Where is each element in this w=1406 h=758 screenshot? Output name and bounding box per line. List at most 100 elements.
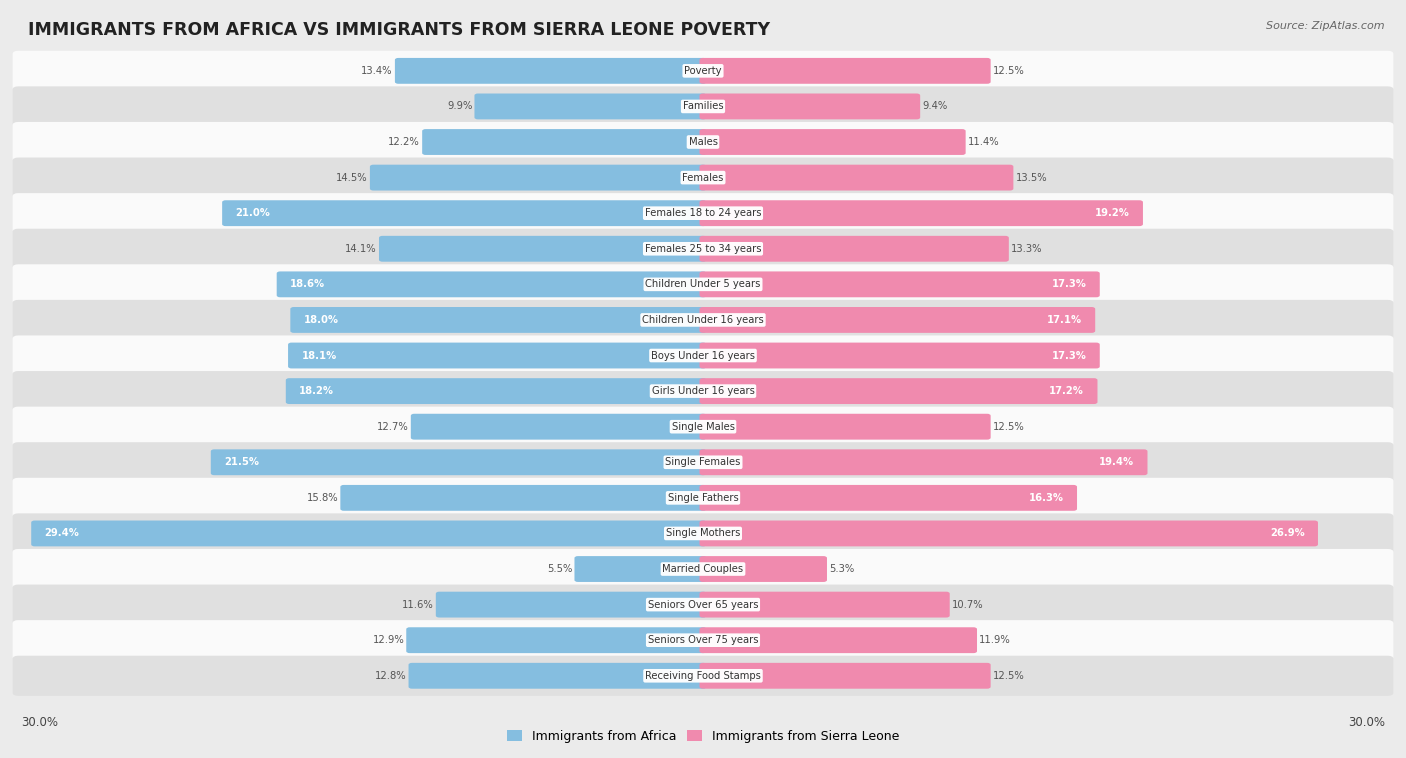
- FancyBboxPatch shape: [700, 93, 920, 119]
- Text: Children Under 5 years: Children Under 5 years: [645, 280, 761, 290]
- Text: 21.5%: 21.5%: [224, 457, 259, 467]
- Text: Families: Families: [683, 102, 723, 111]
- Text: Females: Females: [682, 173, 724, 183]
- FancyBboxPatch shape: [13, 86, 1393, 127]
- FancyBboxPatch shape: [285, 378, 706, 404]
- FancyBboxPatch shape: [13, 656, 1393, 696]
- Text: 11.4%: 11.4%: [967, 137, 1000, 147]
- FancyBboxPatch shape: [700, 58, 991, 84]
- Text: 12.2%: 12.2%: [388, 137, 420, 147]
- Text: 19.2%: 19.2%: [1095, 208, 1129, 218]
- Text: 26.9%: 26.9%: [1270, 528, 1305, 538]
- FancyBboxPatch shape: [211, 449, 706, 475]
- FancyBboxPatch shape: [13, 513, 1393, 553]
- Text: Females 25 to 34 years: Females 25 to 34 years: [645, 244, 761, 254]
- Text: 5.3%: 5.3%: [830, 564, 855, 574]
- FancyBboxPatch shape: [13, 371, 1393, 411]
- FancyBboxPatch shape: [277, 271, 706, 297]
- Text: Single Females: Single Females: [665, 457, 741, 467]
- FancyBboxPatch shape: [700, 449, 1147, 475]
- FancyBboxPatch shape: [700, 521, 1317, 547]
- FancyBboxPatch shape: [700, 662, 991, 689]
- Text: Seniors Over 65 years: Seniors Over 65 years: [648, 600, 758, 609]
- FancyBboxPatch shape: [13, 406, 1393, 446]
- FancyBboxPatch shape: [13, 265, 1393, 305]
- Text: 16.3%: 16.3%: [1029, 493, 1064, 503]
- FancyBboxPatch shape: [422, 129, 706, 155]
- Text: 12.9%: 12.9%: [373, 635, 404, 645]
- Text: 11.9%: 11.9%: [979, 635, 1011, 645]
- FancyBboxPatch shape: [700, 485, 1077, 511]
- FancyBboxPatch shape: [474, 93, 706, 119]
- Text: Girls Under 16 years: Girls Under 16 years: [651, 386, 755, 396]
- Text: 12.7%: 12.7%: [377, 421, 409, 432]
- Text: 21.0%: 21.0%: [236, 208, 270, 218]
- FancyBboxPatch shape: [700, 343, 1099, 368]
- FancyBboxPatch shape: [700, 556, 827, 582]
- FancyBboxPatch shape: [700, 200, 1143, 226]
- FancyBboxPatch shape: [13, 584, 1393, 625]
- FancyBboxPatch shape: [411, 414, 706, 440]
- Text: Boys Under 16 years: Boys Under 16 years: [651, 350, 755, 361]
- Text: 13.4%: 13.4%: [361, 66, 392, 76]
- Text: 18.6%: 18.6%: [290, 280, 325, 290]
- Text: 15.8%: 15.8%: [307, 493, 339, 503]
- Text: 11.6%: 11.6%: [402, 600, 433, 609]
- FancyBboxPatch shape: [700, 164, 1014, 190]
- Text: 12.5%: 12.5%: [993, 421, 1025, 432]
- Text: Seniors Over 75 years: Seniors Over 75 years: [648, 635, 758, 645]
- Text: Single Males: Single Males: [672, 421, 734, 432]
- Text: Poverty: Poverty: [685, 66, 721, 76]
- Text: 10.7%: 10.7%: [952, 600, 983, 609]
- FancyBboxPatch shape: [13, 122, 1393, 162]
- Text: Single Fathers: Single Fathers: [668, 493, 738, 503]
- Text: 9.4%: 9.4%: [922, 102, 948, 111]
- FancyBboxPatch shape: [13, 229, 1393, 269]
- Text: 17.3%: 17.3%: [1052, 350, 1087, 361]
- Text: Males: Males: [689, 137, 717, 147]
- Text: 18.0%: 18.0%: [304, 315, 339, 325]
- FancyBboxPatch shape: [380, 236, 706, 262]
- Text: 30.0%: 30.0%: [1348, 716, 1385, 729]
- FancyBboxPatch shape: [700, 414, 991, 440]
- FancyBboxPatch shape: [13, 549, 1393, 589]
- FancyBboxPatch shape: [222, 200, 706, 226]
- FancyBboxPatch shape: [700, 129, 966, 155]
- Text: 29.4%: 29.4%: [45, 528, 80, 538]
- Text: Receiving Food Stamps: Receiving Food Stamps: [645, 671, 761, 681]
- FancyBboxPatch shape: [13, 336, 1393, 375]
- FancyBboxPatch shape: [13, 620, 1393, 660]
- Text: Single Mothers: Single Mothers: [666, 528, 740, 538]
- Text: 18.1%: 18.1%: [301, 350, 336, 361]
- Text: 9.9%: 9.9%: [447, 102, 472, 111]
- Text: 14.1%: 14.1%: [346, 244, 377, 254]
- FancyBboxPatch shape: [406, 628, 706, 653]
- FancyBboxPatch shape: [13, 158, 1393, 198]
- FancyBboxPatch shape: [700, 236, 1010, 262]
- FancyBboxPatch shape: [370, 164, 706, 190]
- FancyBboxPatch shape: [340, 485, 706, 511]
- Text: 17.2%: 17.2%: [1049, 386, 1084, 396]
- Text: 18.2%: 18.2%: [299, 386, 335, 396]
- FancyBboxPatch shape: [700, 307, 1095, 333]
- Text: 12.5%: 12.5%: [993, 66, 1025, 76]
- FancyBboxPatch shape: [436, 592, 706, 618]
- FancyBboxPatch shape: [13, 478, 1393, 518]
- FancyBboxPatch shape: [700, 378, 1098, 404]
- Text: 13.3%: 13.3%: [1011, 244, 1042, 254]
- FancyBboxPatch shape: [13, 442, 1393, 482]
- FancyBboxPatch shape: [409, 662, 707, 689]
- Text: 17.1%: 17.1%: [1046, 315, 1081, 325]
- FancyBboxPatch shape: [700, 628, 977, 653]
- Text: Females 18 to 24 years: Females 18 to 24 years: [645, 208, 761, 218]
- FancyBboxPatch shape: [700, 271, 1099, 297]
- FancyBboxPatch shape: [13, 193, 1393, 233]
- FancyBboxPatch shape: [31, 521, 707, 547]
- Text: Source: ZipAtlas.com: Source: ZipAtlas.com: [1267, 21, 1385, 31]
- FancyBboxPatch shape: [13, 51, 1393, 91]
- Text: 12.8%: 12.8%: [375, 671, 406, 681]
- Text: 5.5%: 5.5%: [547, 564, 572, 574]
- Text: 12.5%: 12.5%: [993, 671, 1025, 681]
- Text: 14.5%: 14.5%: [336, 173, 368, 183]
- FancyBboxPatch shape: [288, 343, 706, 368]
